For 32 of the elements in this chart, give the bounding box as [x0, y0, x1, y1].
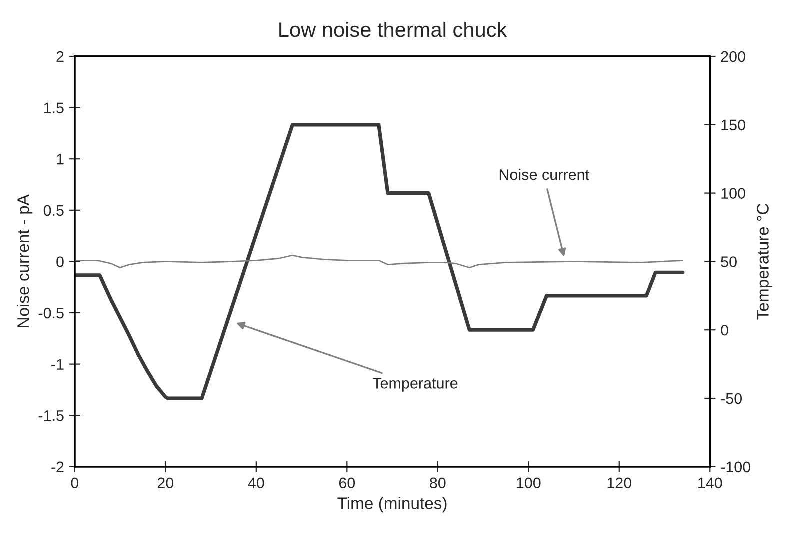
line-series — [74, 123, 685, 400]
y2-tick-label: 0 — [721, 324, 728, 336]
y-tick-label: 0 — [56, 256, 64, 268]
annotation: Temperature — [372, 378, 458, 392]
y-tick-label: 2 — [56, 51, 64, 62]
x-tick-label: 20 — [158, 478, 174, 489]
x-tick-label: 0 — [71, 478, 79, 489]
annotation: Noise current — [500, 169, 590, 180]
y-tick-label: -0.5 — [38, 308, 64, 319]
y-tick-label: 0.5 — [44, 205, 64, 216]
y-tick-label: -1 — [52, 359, 64, 370]
x-tick-label: 100 — [517, 478, 541, 489]
y-axis-title: Noise current - pA — [17, 194, 33, 328]
x-tick-label: 120 — [608, 478, 632, 489]
y-tick-label: -1.5 — [38, 410, 64, 422]
line-series — [74, 254, 684, 269]
y2-tick-label: -50 — [721, 393, 742, 404]
y-tick-label: 1 — [57, 154, 64, 165]
y2-tick-label: 200 — [721, 51, 746, 62]
y2-axis-title: Temperature °C — [757, 204, 772, 320]
x-axis-title: Time (minutes) — [338, 497, 447, 513]
x-tick-label: 40 — [248, 478, 264, 489]
x-tick-label: 140 — [698, 478, 722, 489]
y2-tick-label: 50 — [721, 256, 737, 268]
y2-tick-label: 150 — [722, 120, 746, 131]
x-tick-label: 60 — [339, 478, 356, 489]
y2-tick-label: -100 — [721, 462, 751, 473]
x-tick-label: 80 — [430, 478, 446, 489]
y-tick-label: 1.5 — [44, 102, 64, 114]
y2-tick-label: 100 — [722, 188, 746, 199]
chart-title: Low noise thermal chuck — [280, 22, 508, 38]
y-tick-label: -2 — [52, 462, 64, 472]
